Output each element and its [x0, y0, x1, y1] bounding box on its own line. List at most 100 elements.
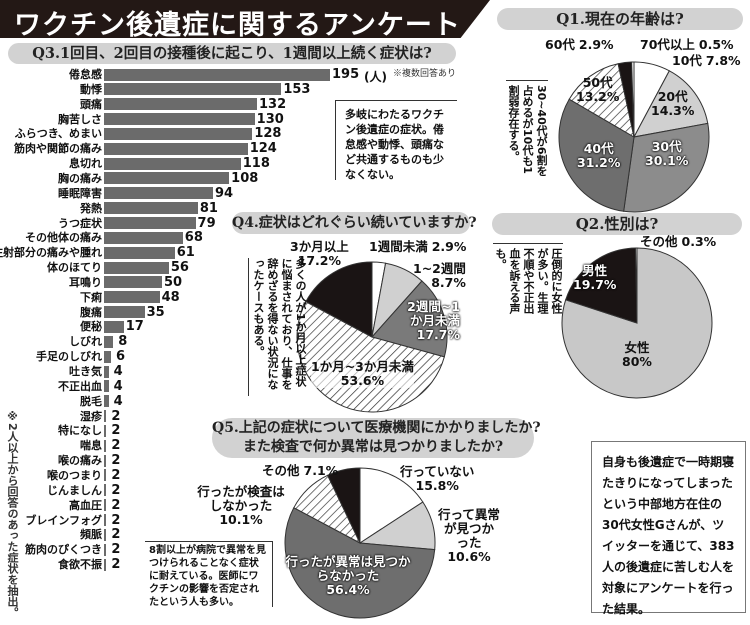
bar-value: 79: [197, 215, 216, 231]
q4-callout: 多くの人が1か月以上症状に悩まされており、仕事を辞めざるを得ない状況になったケー…: [248, 258, 309, 396]
q4-label-1-2weeks: 1~2週間 8.7%: [413, 261, 466, 290]
bar: [104, 365, 109, 378]
bar-value: 2: [111, 542, 121, 558]
bar-label: 注射部分の痛みや腫れ: [0, 246, 102, 260]
bar: [104, 83, 282, 96]
q2-callout: 圧倒的に女性が多い。生理不順や不正出血を訴える声も。: [493, 243, 563, 323]
bar: [104, 380, 109, 393]
q2-label-other: その他 0.3%: [640, 234, 717, 249]
pie-slice: [565, 247, 638, 324]
bar-value: 153: [283, 81, 311, 97]
bar: [104, 113, 255, 126]
bar: [104, 543, 107, 556]
q5-header: Q5.上記の症状について医療機関にかかりましたか? また検査で何か異常は見つかり…: [212, 418, 541, 458]
bar: [104, 246, 175, 259]
bar-label: 体のほてり: [47, 261, 102, 275]
pie-slice: [359, 467, 424, 544]
pie-slice: [326, 467, 361, 544]
bar: [104, 98, 257, 111]
bar-label: 喉のつまり: [47, 468, 102, 482]
bar-value: 94: [214, 185, 234, 201]
bar-label: 発熱: [80, 201, 102, 215]
bar-label: 耳鳴り: [69, 275, 102, 289]
q1-pie: [558, 61, 710, 213]
bar-label: 喉の痛み: [58, 454, 102, 468]
pie-slice: [633, 70, 709, 138]
bar: [104, 499, 107, 512]
bar-value: 17: [125, 319, 144, 335]
q2-label-female: 女性 80%: [622, 340, 652, 369]
bar: [104, 187, 213, 200]
q2-header: Q2.性別は?: [492, 213, 742, 235]
bar: [104, 395, 109, 408]
bar-value: 2: [111, 557, 121, 573]
bar-label: 便秘: [80, 320, 102, 334]
q5-pie: [284, 467, 436, 619]
q2-pie: [561, 247, 713, 399]
q5-label-no-test: 行ったが検査はしなかった 10.1%: [197, 484, 285, 527]
page-title: ワクチン後遺症に関するアンケート: [14, 10, 461, 41]
bar-label: 高血圧: [69, 498, 102, 512]
bar-label: その他体の痛み: [25, 231, 102, 245]
bar-label: 動悸: [80, 82, 102, 96]
bar-value: 118: [242, 156, 270, 172]
bar-label: 腹痛: [80, 305, 102, 319]
bar-value: 4: [113, 393, 123, 409]
bar-value: 2: [111, 453, 121, 469]
bar-label: 湿疹: [80, 409, 102, 423]
bar-value: 195: [332, 67, 360, 82]
bar-label: 吐き気: [69, 365, 102, 378]
bar-label: 睡眠障害: [58, 186, 102, 200]
bar-value: 128: [254, 126, 282, 142]
q1-label-20s: 20代 14.3%: [651, 89, 695, 118]
bar: [104, 142, 248, 155]
bar: [104, 276, 162, 289]
q4-label-3months-plus: 3か月以上 17.2%: [290, 239, 349, 268]
bar: [104, 127, 253, 140]
bar: [104, 261, 169, 274]
bar: [104, 291, 160, 304]
bar-value: 2: [111, 512, 121, 528]
bar: [104, 424, 107, 437]
q5-label-abnormal-found: 行って異常が見つかった 10.6%: [438, 507, 500, 564]
q4-label-under-1week: 1週間未満 2.9%: [369, 239, 467, 254]
bar-label: 特になし: [58, 424, 102, 438]
q1-label-30s: 30代 30.1%: [645, 139, 689, 168]
pie-slice: [635, 247, 638, 324]
bar: [104, 157, 241, 170]
bar-label: 筋肉や関節の痛み: [14, 142, 102, 156]
pie-slice: [305, 261, 373, 338]
q1-callout: 30~40代が6割を占めるが10代も1割弱存在する。: [506, 80, 548, 180]
bar: [104, 558, 107, 571]
bar-label: 倦怠感: [69, 68, 102, 81]
q2-label-male: 男性 19.7%: [573, 263, 617, 292]
bar: [104, 306, 145, 319]
q5-label-other: その他 7.1%: [262, 463, 339, 478]
bar-value: 2: [111, 482, 121, 498]
pie-slice: [284, 507, 436, 619]
bar-value: 124: [249, 141, 277, 157]
bar-value: 2: [111, 423, 121, 439]
bar-label: 筋肉のぴくつき: [25, 543, 102, 557]
bar: [104, 514, 107, 526]
bar-label: 食欲不振: [58, 558, 102, 572]
bar-label: うつ症状: [58, 216, 102, 230]
bar: [104, 68, 330, 81]
q5-label-not-visited: 行っていない 15.8%: [400, 464, 475, 493]
pie-slice: [371, 280, 448, 358]
bar-value: 108: [231, 170, 259, 186]
bar: [104, 231, 183, 244]
bar-label: 胸苦しさ: [58, 112, 102, 126]
bar-value: 61: [176, 245, 195, 261]
bar-value: 56: [170, 260, 189, 276]
q4-label-2weeks-1month: 2週間~1か月未満 17.7%: [407, 299, 460, 342]
bar-label: 頭痛: [80, 97, 102, 111]
bar-label: ふらつき、めまい: [14, 127, 102, 141]
bar: [104, 350, 111, 363]
bar-label: しびれ: [69, 335, 102, 349]
bar-value: 68: [184, 230, 203, 246]
bar-label: 頻脈: [80, 528, 102, 542]
bar: [104, 484, 107, 497]
bar-value: 2: [111, 467, 121, 483]
